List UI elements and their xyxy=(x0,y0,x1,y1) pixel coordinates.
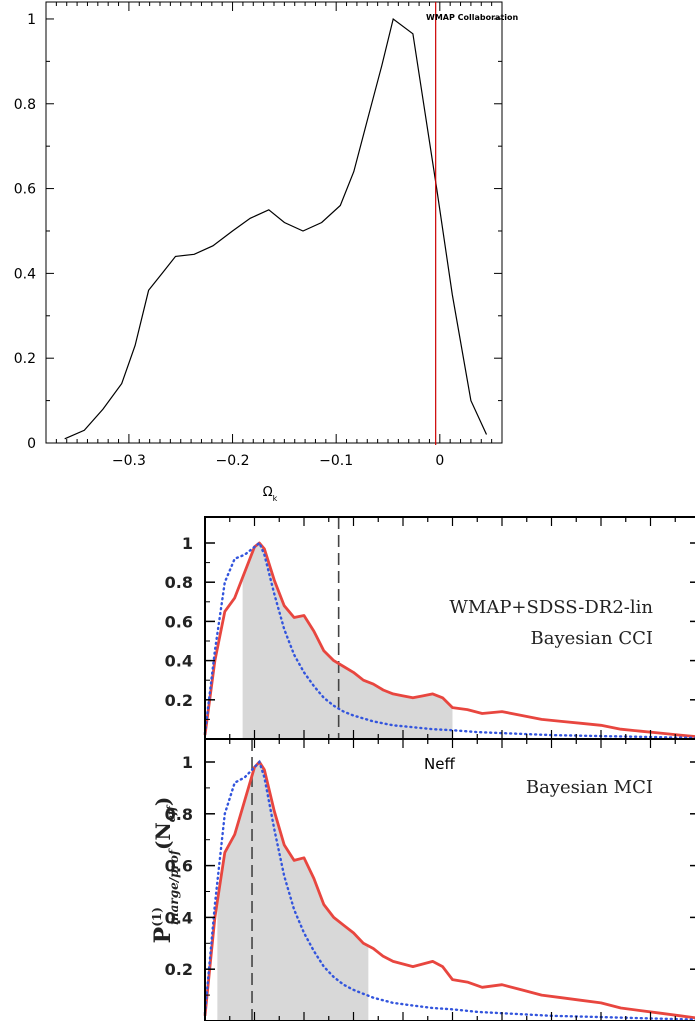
upper-panel-label-line2: Bayesian CCI xyxy=(531,628,653,649)
top-x-tick-label: 0 xyxy=(435,453,444,469)
profile-likelihood-curve xyxy=(203,541,695,740)
bottom-y-tick-label: 0.2 xyxy=(165,960,193,979)
top-y-tick-label: 0.8 xyxy=(14,97,36,113)
top-chart: 0 0.2 0.4 0.6 0.8 1 −0.3 −0.2 −0.1 0 WMAP Collab… xyxy=(14,1,519,503)
top-y-tick-label: 1 xyxy=(27,12,36,28)
bottom-chart: 0.2 0.4 0.6 0.8 1 0.2 0.4 0.6 0.8 1 WMAP+SDSS-DR2… xyxy=(150,516,695,1021)
bottom-y-tick-label: 0.8 xyxy=(165,805,193,824)
bottom-shaded-intervals xyxy=(217,543,453,1021)
bottom-y-axis-label: P(1) marge/prof(Neff) xyxy=(150,797,181,944)
top-series-group xyxy=(64,17,488,440)
top-y-tick-label: 0.6 xyxy=(14,182,36,198)
bottom-y-tick-label: 0.8 xyxy=(165,573,193,592)
shaded-credible-interval xyxy=(217,762,369,1021)
bottom-y-tick-label: 0.2 xyxy=(165,691,193,710)
bottom-y-tick-label: 0.4 xyxy=(165,908,193,927)
ylabel-arg-sub: eff xyxy=(165,804,178,822)
bottom-y-tick-label: 0.4 xyxy=(165,652,193,671)
ylabel-sub: marge/prof xyxy=(167,848,181,925)
ylabel-arg-open: (N xyxy=(151,822,175,850)
top-annotation: WMAP Collaboration xyxy=(426,13,519,22)
upper-panel-label-line1: WMAP+SDSS-DR2-lin xyxy=(449,597,653,618)
top-plot-frame xyxy=(45,1,503,444)
top-y-tick-label: 0.2 xyxy=(14,351,36,367)
overlay-label: Neff xyxy=(424,755,455,773)
top-x-axis: −0.3 −0.2 −0.1 0 xyxy=(55,2,493,469)
bottom-y-tick-label: 0.6 xyxy=(165,612,193,631)
top-x-tick-label: −0.1 xyxy=(319,453,353,469)
top-x-axis-label-sub: k xyxy=(273,494,278,503)
ylabel-main: P xyxy=(150,927,176,944)
bottom-axes-ticks: 0.2 0.4 0.6 0.8 1 0.2 0.4 0.6 0.8 1 xyxy=(165,517,695,1021)
ylabel-arg-close: ) xyxy=(151,797,175,806)
top-y-tick-label: 0.4 xyxy=(14,266,36,282)
top-x-tick-label: −0.3 xyxy=(112,453,146,469)
top-y-tick-label: 0 xyxy=(27,436,36,452)
bottom-y-tick-label: 1 xyxy=(182,753,193,772)
ylabel-sup: (1) xyxy=(150,907,164,927)
shaded-credible-interval xyxy=(242,543,453,739)
top-x-tick-label: −0.2 xyxy=(216,453,250,469)
bottom-y-axis-label-text: P(1) marge/prof(Neff) xyxy=(150,797,181,944)
top-series-line xyxy=(64,17,488,440)
lower-panel-label: Bayesian MCI xyxy=(526,777,653,798)
bottom-y-tick-label: 0.6 xyxy=(165,857,193,876)
profile-likelihood-curve xyxy=(203,759,695,1021)
top-y-axis: 0 0.2 0.4 0.6 0.8 1 xyxy=(14,12,502,452)
top-x-axis-label: Ωk xyxy=(263,485,278,503)
bottom-series-group xyxy=(203,541,695,1021)
bottom-dashed-lines xyxy=(251,517,340,1021)
bottom-y-tick-label: 1 xyxy=(182,534,193,553)
top-x-axis-label-main: Ω xyxy=(263,485,273,500)
